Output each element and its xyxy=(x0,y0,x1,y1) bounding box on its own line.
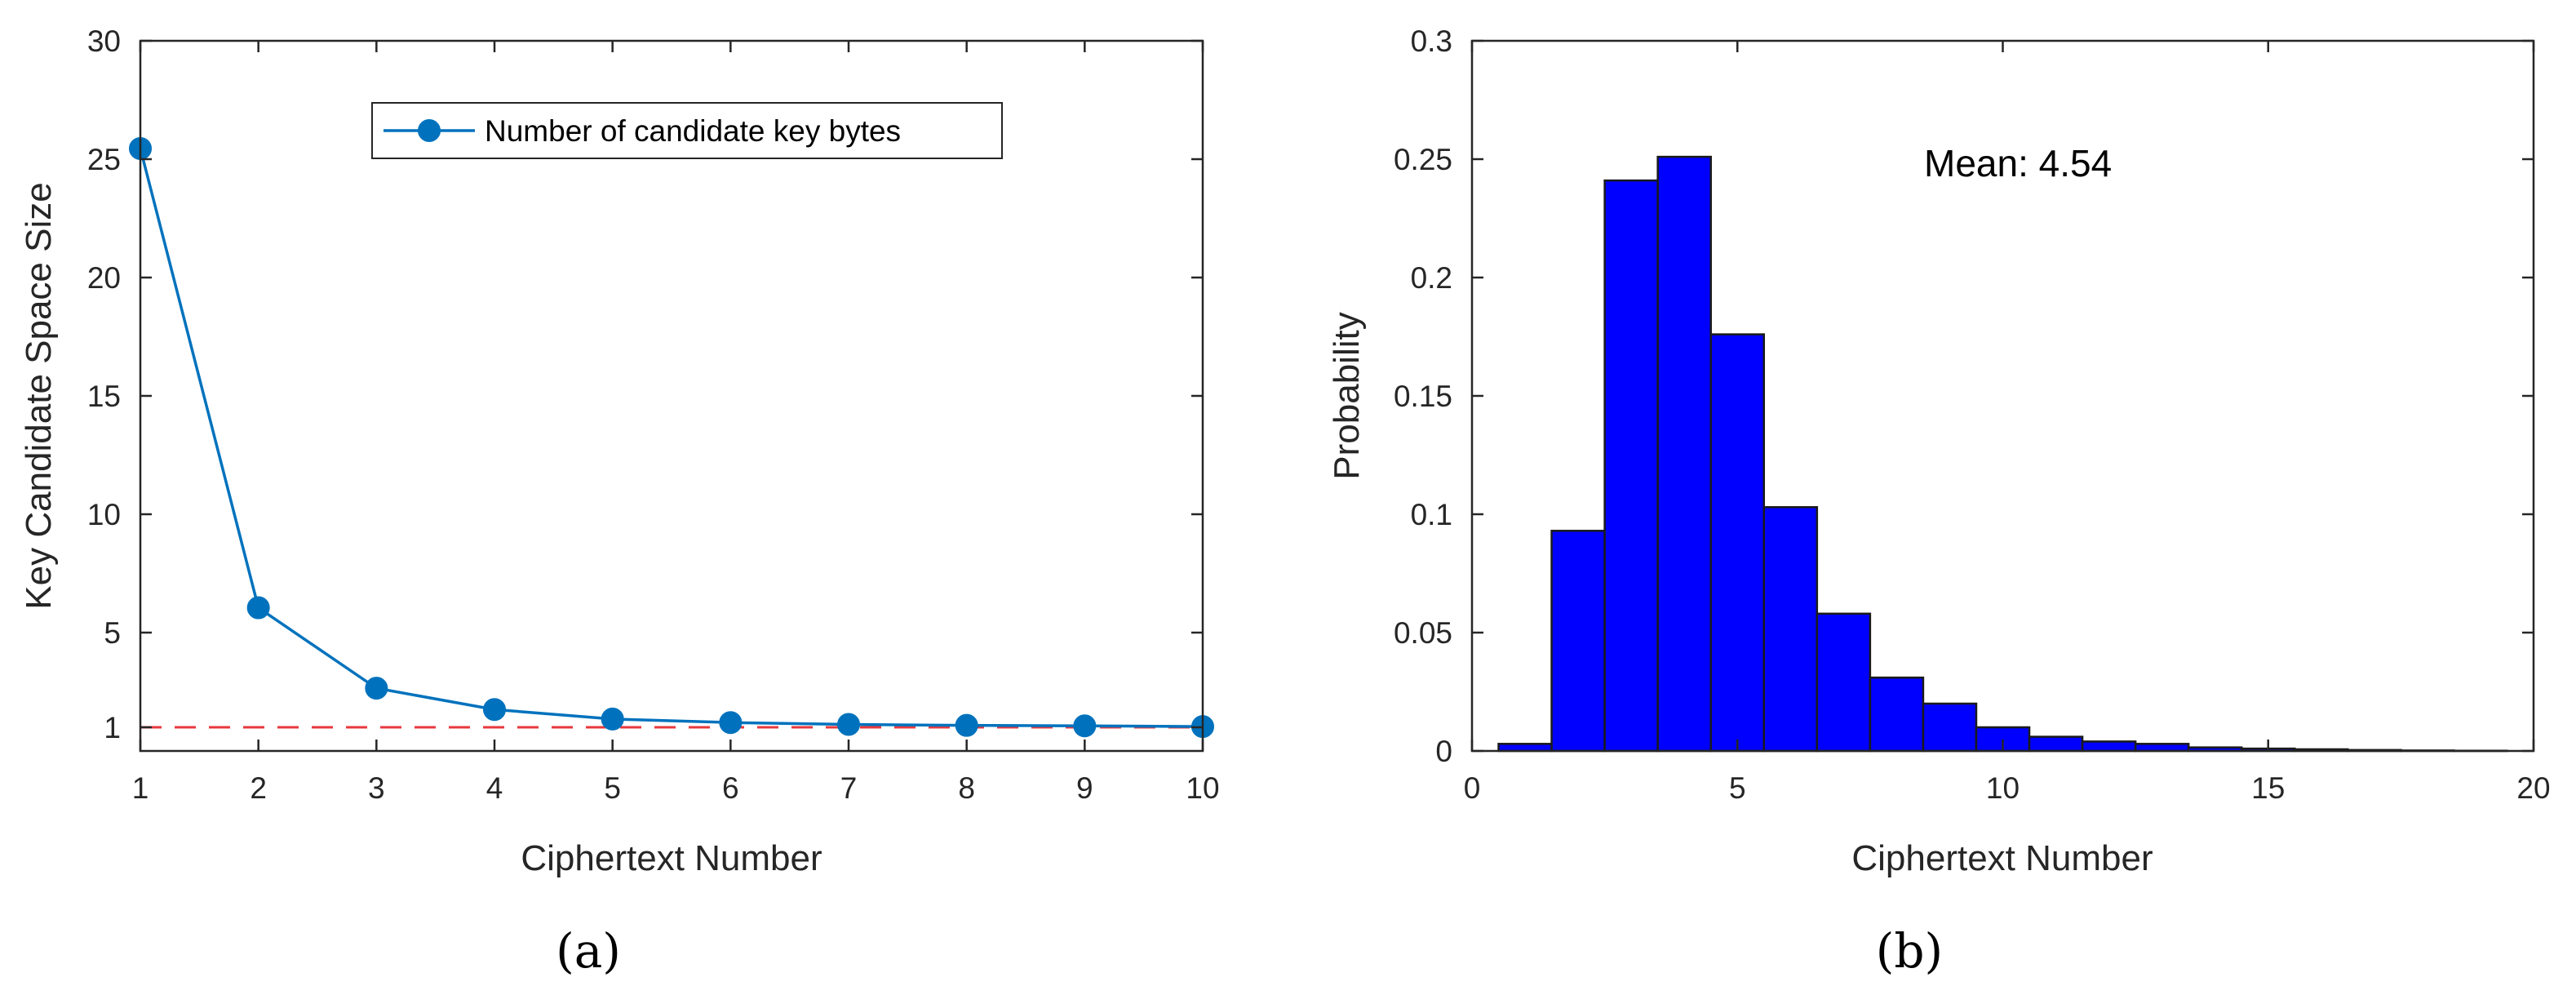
y-axis-label-a: Key Candidate Space Size xyxy=(19,182,59,609)
histogram-bar xyxy=(1709,333,1766,753)
histogram-bar xyxy=(1816,612,1872,753)
mean-annotation: Mean: 4.54 xyxy=(1924,142,2112,184)
histogram-bar xyxy=(1550,530,1606,753)
y-tick-label: 1 xyxy=(104,711,121,744)
x-tick-label: 15 xyxy=(2251,771,2285,805)
y-tick-label: 20 xyxy=(87,261,121,295)
y-tick-label: 25 xyxy=(87,143,121,176)
data-point xyxy=(246,596,270,620)
data-point xyxy=(483,698,506,722)
y-tick-label: 10 xyxy=(87,498,121,531)
data-point xyxy=(837,713,860,736)
histogram-bar xyxy=(2134,743,2190,753)
histogram-bar xyxy=(2081,740,2137,753)
histogram-bar xyxy=(1762,506,1819,753)
series-line xyxy=(139,148,1204,728)
y-tick-label: 0.3 xyxy=(1411,24,1452,58)
x-ticks-b: 0 5 10 15 20 xyxy=(1464,41,2551,805)
panel-label-b: (b) xyxy=(1876,923,1943,979)
y-tick-label: 0.2 xyxy=(1411,261,1452,295)
data-point xyxy=(1073,714,1097,738)
legend-marker-swatch xyxy=(418,119,441,142)
data-point xyxy=(719,711,743,735)
x-tick-label: 1 xyxy=(132,771,149,805)
y-tick-label: 0.1 xyxy=(1411,498,1452,531)
data-point xyxy=(365,677,388,700)
y-tick-label: 5 xyxy=(104,616,121,650)
x-tick-label: 10 xyxy=(1186,771,1219,805)
histogram-bar xyxy=(1603,179,1659,753)
histogram-bar xyxy=(1869,676,1925,753)
data-point xyxy=(955,713,978,737)
y-tick-label: 15 xyxy=(87,380,121,413)
y-ticks-b: 0 0.05 0.1 0.15 0.2 0.25 0.3 xyxy=(1394,24,2534,768)
x-tick-label: 7 xyxy=(840,771,858,805)
panel-label-a: (a) xyxy=(556,923,621,979)
y-tick-label: 30 xyxy=(87,24,121,58)
x-tick-label: 3 xyxy=(368,771,385,805)
y-axis-label-b: Probability xyxy=(1327,312,1367,479)
x-tick-label: 10 xyxy=(1986,771,2020,805)
histogram-bar xyxy=(2028,735,2084,753)
x-tick-label: 0 xyxy=(1464,771,1481,805)
legend-entry-label: Number of candidate key bytes xyxy=(485,114,901,148)
y-tick-label: 0.25 xyxy=(1394,143,1452,176)
x-tick-label: 6 xyxy=(722,771,739,805)
panel-b-histogram: 0 5 10 15 20 0 0.05 0.1 0.15 0.2 0.25 0.3 Mean: 4.… xyxy=(1327,24,2551,979)
x-axis-label-a: Ciphertext Number xyxy=(521,838,822,878)
x-tick-label: 20 xyxy=(2516,771,2550,805)
series-markers xyxy=(129,136,1214,739)
y-tick-label: 0.15 xyxy=(1394,380,1452,413)
histogram-bar xyxy=(1497,743,1553,753)
histogram-bar xyxy=(1656,155,1712,753)
x-tick-label: 4 xyxy=(486,771,503,805)
data-point xyxy=(601,707,624,731)
x-tick-label: 8 xyxy=(958,771,975,805)
legend: Number of candidate key bytes xyxy=(371,102,1003,159)
histogram-bar xyxy=(1922,702,1978,753)
y-tick-label: 0.05 xyxy=(1394,616,1452,650)
x-tick-label: 5 xyxy=(1729,771,1746,805)
x-ticks-a: 1 2 3 4 5 6 7 8 9 10 xyxy=(132,41,1220,805)
y-tick-label: 0 xyxy=(1435,735,1452,768)
x-tick-label: 5 xyxy=(604,771,621,805)
x-tick-label: 9 xyxy=(1076,771,1093,805)
legend-box xyxy=(371,102,1003,159)
x-axis-label-b: Ciphertext Number xyxy=(1851,838,2153,878)
x-tick-label: 2 xyxy=(250,771,267,805)
